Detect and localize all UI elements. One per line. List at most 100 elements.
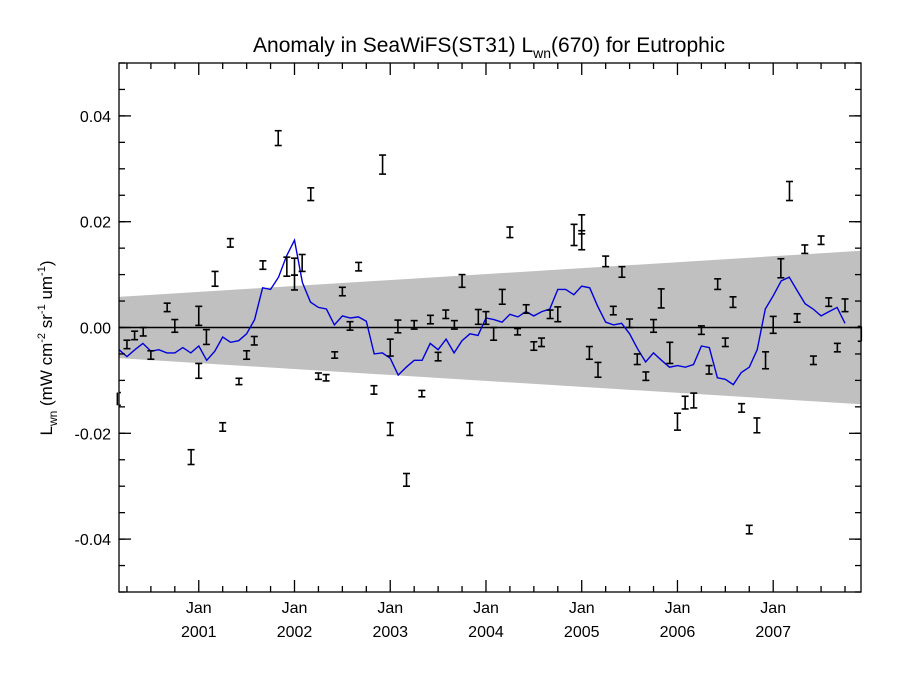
error-bar <box>657 288 665 309</box>
error-bar <box>450 319 458 330</box>
error-bar <box>721 337 729 348</box>
smooth-anomaly-line <box>118 238 846 386</box>
error-bar <box>618 265 626 279</box>
error-bar <box>195 362 203 380</box>
error-bar <box>817 235 825 246</box>
error-bar <box>283 256 291 277</box>
error-bar <box>482 310 490 326</box>
error-bar <box>250 335 258 346</box>
chart-title-subscript: wn <box>532 45 551 61</box>
x-tick-year-label: 2007 <box>755 624 791 641</box>
ylabel-base: L <box>37 426 56 435</box>
x-tick-month-label: Jan <box>569 600 595 617</box>
error-bar <box>714 278 722 291</box>
error-bar <box>673 412 681 431</box>
x-tick-month-label: Jan <box>665 600 691 617</box>
error-bar <box>290 274 298 291</box>
x-tick-year-label: 2003 <box>372 624 408 641</box>
error-bar <box>777 257 785 279</box>
error-bar <box>729 296 737 309</box>
ylabel-sup3: -1 <box>36 266 48 276</box>
x-tick-year-label: 2005 <box>564 624 600 641</box>
error-bar <box>426 314 434 325</box>
error-bar <box>458 273 466 289</box>
error-bar <box>314 372 322 381</box>
error-bar <box>226 237 234 248</box>
error-bar <box>578 214 586 235</box>
error-bar <box>498 288 506 306</box>
error-bar <box>530 340 538 352</box>
error-bar <box>585 345 593 361</box>
error-bar <box>825 297 833 308</box>
error-bar <box>259 260 267 271</box>
error-bar <box>418 389 426 398</box>
error-bar <box>211 270 219 288</box>
error-bar <box>434 351 442 362</box>
y-axis-label: Lwn (mW cm-2 sr-1 um-1) <box>36 260 60 435</box>
error-bar-layer <box>116 129 863 535</box>
smooth-line-layer <box>118 238 846 386</box>
error-bar <box>147 349 155 361</box>
error-bar <box>738 402 746 413</box>
x-tick-month-label: Jan <box>186 600 212 617</box>
error-bar <box>594 361 602 379</box>
error-bar <box>219 421 227 432</box>
error-bar <box>833 342 841 353</box>
error-bar <box>785 180 793 202</box>
error-bar <box>753 417 761 434</box>
error-bar <box>298 253 306 273</box>
error-bar <box>490 326 498 341</box>
error-bar <box>338 286 346 297</box>
x-tick-month-label: Jan <box>760 600 786 617</box>
y-tick-label: 0.04 <box>80 109 111 126</box>
error-bar <box>386 338 394 357</box>
error-bar <box>274 129 282 147</box>
error-bar <box>466 421 474 437</box>
error-bar <box>769 315 777 335</box>
error-bar <box>546 309 554 320</box>
error-bar <box>403 472 411 488</box>
ylabel-sup2: -1 <box>36 304 48 314</box>
tick-label-layer: 0.04 0.02 0.00 -0.02 -0.04 Jan 2001 Jan 2002 Jan 2… <box>75 109 792 641</box>
error-bar <box>697 325 705 336</box>
ylabel-sup1: -2 <box>36 333 48 343</box>
error-bar <box>514 327 522 336</box>
error-bar <box>570 223 578 247</box>
error-bar <box>554 306 562 323</box>
error-bar <box>442 309 450 320</box>
error-bar <box>650 318 658 334</box>
error-bar <box>307 187 315 202</box>
error-bar <box>202 328 210 346</box>
error-bar <box>394 319 402 334</box>
x-tick-month-label: Jan <box>377 600 403 617</box>
error-bar <box>642 371 650 382</box>
error-bar <box>681 395 689 410</box>
error-bar <box>801 244 809 255</box>
error-bar <box>386 421 394 437</box>
error-bar <box>762 351 770 370</box>
error-bar <box>633 353 641 366</box>
x-tick-year-label: 2004 <box>468 624 504 641</box>
error-bar <box>506 226 514 239</box>
chart-title-tail: (670) for Eutrophic <box>551 34 725 57</box>
x-tick-year-label: 2006 <box>660 624 696 641</box>
x-tick-month-label: Jan <box>473 600 499 617</box>
ylabel-mid1: sr <box>37 314 56 333</box>
x-tick-month-label: Jan <box>282 600 308 617</box>
error-bar <box>370 384 378 395</box>
error-bar <box>139 326 147 337</box>
ylabel-close: ) <box>37 260 56 266</box>
error-bar <box>793 312 801 324</box>
ylabel-units-pre: (mW cm <box>37 343 56 411</box>
error-bar <box>290 257 298 276</box>
error-bar <box>705 364 713 375</box>
y-tick-label: -0.04 <box>75 532 112 549</box>
y-tick-label: 0.02 <box>80 215 111 232</box>
error-bar <box>355 261 363 272</box>
ylabel-base-sub: wn <box>46 411 60 427</box>
error-bar <box>123 339 131 350</box>
error-bar <box>538 337 546 348</box>
error-bar <box>745 524 753 535</box>
